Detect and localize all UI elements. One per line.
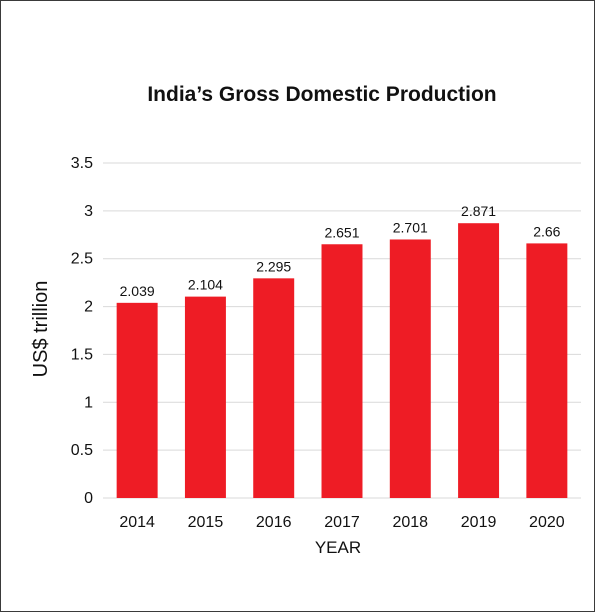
x-tick-label: 2020 xyxy=(529,514,565,531)
chart-title: India’s Gross Domestic Production xyxy=(147,83,496,106)
x-tick-label: 2017 xyxy=(324,514,360,531)
y-tick-label: 0 xyxy=(84,490,93,507)
x-axis-ticks: 2014 2015 2016 2017 2018 2019 2020 xyxy=(119,514,564,531)
data-label: 2.295 xyxy=(256,258,291,274)
x-tick-label: 2018 xyxy=(392,514,428,531)
bar-2020 xyxy=(526,243,568,498)
data-label: 2.104 xyxy=(188,277,223,293)
bar-2016 xyxy=(253,278,295,498)
bar-2019 xyxy=(458,223,500,498)
y-tick-label: 3.5 xyxy=(71,155,93,172)
x-axis-label: YEAR xyxy=(315,538,361,557)
x-tick-label: 2016 xyxy=(256,514,292,531)
y-axis-ticks: 0 0.5 1 1.5 2 2.5 3 3.5 xyxy=(71,155,93,507)
bar-2015 xyxy=(184,296,226,498)
data-label: 2.651 xyxy=(324,224,359,240)
data-label: 2.871 xyxy=(461,203,496,219)
bars xyxy=(116,223,568,498)
y-tick-label: 3 xyxy=(84,203,93,220)
y-tick-label: 2.5 xyxy=(71,251,93,268)
y-tick-label: 1.5 xyxy=(71,346,93,363)
y-axis-label: US$ trillion xyxy=(30,281,52,378)
data-label: 2.039 xyxy=(120,283,155,299)
x-tick-label: 2019 xyxy=(461,514,497,531)
data-labels: 2.039 2.104 2.295 2.651 2.701 2.871 2.66 xyxy=(120,203,561,299)
x-tick-label: 2015 xyxy=(188,514,224,531)
x-tick-label: 2014 xyxy=(119,514,155,531)
y-tick-label: 0.5 xyxy=(71,442,93,459)
bar-2014 xyxy=(116,302,158,498)
bar-2018 xyxy=(389,239,431,498)
y-tick-label: 1 xyxy=(84,394,93,411)
data-label: 2.66 xyxy=(533,223,560,239)
data-label: 2.701 xyxy=(393,219,428,235)
bar-2017 xyxy=(321,244,363,498)
y-tick-label: 2 xyxy=(84,299,93,316)
